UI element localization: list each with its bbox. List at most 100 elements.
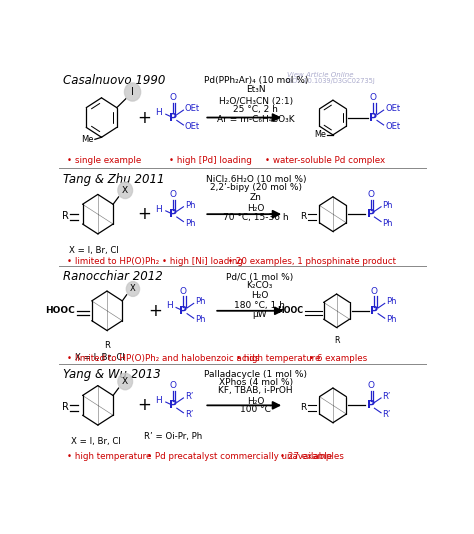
Text: OEt: OEt (385, 122, 400, 131)
Text: DOI: 10.1039/D3GC02735J: DOI: 10.1039/D3GC02735J (287, 78, 375, 84)
Text: H: H (165, 301, 173, 310)
Text: P: P (367, 209, 375, 219)
Text: • high [Pd] loading: • high [Pd] loading (169, 156, 252, 165)
Text: • 6 examples: • 6 examples (309, 355, 367, 364)
Text: • high temperature: • high temperature (66, 452, 151, 461)
Text: H: H (155, 205, 162, 214)
Text: O: O (367, 190, 374, 199)
Text: P: P (369, 113, 377, 122)
Text: Ph: Ph (185, 219, 195, 227)
Text: R: R (62, 211, 69, 221)
Circle shape (118, 182, 133, 199)
Text: P: P (370, 306, 379, 316)
Text: R’: R’ (185, 410, 193, 419)
Text: 25 °C, 2 h: 25 °C, 2 h (233, 105, 278, 114)
Text: Ranocchiar 2012: Ranocchiar 2012 (63, 271, 163, 284)
Text: P: P (179, 306, 188, 316)
Text: H₂O: H₂O (247, 397, 264, 406)
Text: R: R (104, 341, 110, 350)
Text: • limited to HP(O)Ph₂: • limited to HP(O)Ph₂ (66, 257, 159, 266)
Text: Ar = m-C₆H₄SO₃K: Ar = m-C₆H₄SO₃K (217, 115, 295, 124)
Text: 180 °C, 1 h: 180 °C, 1 h (234, 301, 285, 310)
Text: X: X (130, 285, 136, 294)
Text: NiCl₂.6H₂O (10 mol %): NiCl₂.6H₂O (10 mol %) (206, 175, 306, 184)
Text: Tang & Zhu 2011: Tang & Zhu 2011 (63, 173, 164, 186)
Text: R’ = Oi-Pr, Ph: R’ = Oi-Pr, Ph (144, 432, 202, 441)
Circle shape (118, 373, 133, 390)
Text: OEt: OEt (185, 122, 200, 131)
Text: H: H (155, 396, 162, 405)
Text: +: + (137, 396, 151, 414)
Text: • high temperature: • high temperature (236, 355, 320, 364)
Text: Et₃N: Et₃N (246, 84, 265, 93)
Text: • Pd precatalyst commercially unavailable: • Pd precatalyst commercially unavailabl… (147, 452, 333, 461)
Text: Ph: Ph (185, 201, 195, 210)
Text: O: O (371, 287, 378, 295)
Text: +: + (137, 205, 151, 223)
Text: P: P (169, 209, 177, 219)
Text: Ph: Ph (386, 316, 397, 324)
Text: Ph: Ph (383, 201, 393, 210)
Text: H₂O/CH₃CN (2:1): H₂O/CH₃CN (2:1) (219, 97, 293, 106)
Text: 100 °C: 100 °C (240, 405, 271, 414)
Text: KF, TBAB, i-PrOH: KF, TBAB, i-PrOH (219, 386, 293, 395)
Text: X: X (122, 186, 128, 195)
Text: O: O (170, 381, 177, 390)
Text: H₂O: H₂O (247, 204, 264, 213)
Text: R: R (301, 403, 307, 412)
Text: Me: Me (314, 130, 326, 139)
Text: X = I, Br, Cl: X = I, Br, Cl (69, 246, 119, 255)
Text: View Article Online: View Article Online (287, 72, 354, 78)
Text: XPhos (4 mol %): XPhos (4 mol %) (219, 378, 293, 387)
Circle shape (125, 83, 141, 101)
Text: Palladacycle (1 mol %): Palladacycle (1 mol %) (204, 370, 307, 379)
Circle shape (126, 281, 139, 296)
Text: • limited to HP(O)Ph₂ and halobenzoic acids: • limited to HP(O)Ph₂ and halobenzoic ac… (66, 355, 259, 364)
Text: P: P (169, 113, 177, 122)
Text: Pd(PPh₂Ar)₄ (10 mol %): Pd(PPh₂Ar)₄ (10 mol %) (204, 76, 308, 85)
Text: O: O (370, 93, 377, 103)
Text: • 27 examples: • 27 examples (280, 452, 344, 461)
Text: R’: R’ (383, 392, 391, 401)
Text: HOOC: HOOC (277, 307, 303, 315)
Text: P: P (367, 400, 375, 410)
Text: Ph: Ph (195, 297, 206, 306)
Text: O: O (170, 93, 177, 103)
Text: • 20 examples, 1 phosphinate product: • 20 examples, 1 phosphinate product (228, 257, 396, 266)
Text: Ph: Ph (383, 219, 393, 227)
Text: H: H (155, 108, 162, 117)
Text: • water-soluble Pd complex: • water-soluble Pd complex (265, 156, 385, 165)
Text: Yang & Wu 2013: Yang & Wu 2013 (63, 367, 161, 381)
Text: • single example: • single example (66, 156, 141, 165)
Text: R’: R’ (383, 410, 391, 419)
Text: Pd/C (1 mol %): Pd/C (1 mol %) (226, 272, 293, 281)
Text: K₂CO₃: K₂CO₃ (246, 281, 273, 290)
Text: I: I (131, 87, 134, 97)
Text: O: O (180, 287, 187, 295)
Text: O: O (170, 190, 177, 199)
Text: OEt: OEt (385, 104, 400, 113)
Text: 70 °C, 15-36 h: 70 °C, 15-36 h (223, 213, 289, 222)
Text: Casalnuovo 1990: Casalnuovo 1990 (63, 74, 165, 88)
Text: Zn: Zn (250, 193, 262, 202)
Text: R: R (334, 336, 339, 345)
Text: μW: μW (252, 310, 267, 319)
Text: R: R (62, 403, 69, 412)
Text: +: + (148, 302, 162, 320)
Text: O: O (367, 381, 374, 390)
Text: R’: R’ (185, 392, 193, 401)
Text: Ph: Ph (195, 316, 206, 324)
Text: P: P (169, 400, 177, 410)
Text: Me: Me (81, 135, 93, 144)
Text: X = I, Br, Cl: X = I, Br, Cl (75, 353, 125, 362)
Text: HOOC: HOOC (45, 307, 75, 315)
Text: • high [Ni] loading: • high [Ni] loading (162, 257, 243, 266)
Text: 2,2’-bipy (20 mol %): 2,2’-bipy (20 mol %) (210, 183, 302, 192)
Text: R: R (301, 211, 307, 221)
Text: Ph: Ph (386, 297, 397, 306)
Text: X: X (122, 377, 128, 386)
Text: +: + (137, 108, 151, 127)
Text: H₂O: H₂O (251, 291, 268, 300)
Text: X = I, Br, Cl: X = I, Br, Cl (71, 437, 121, 445)
Text: OEt: OEt (185, 104, 200, 113)
